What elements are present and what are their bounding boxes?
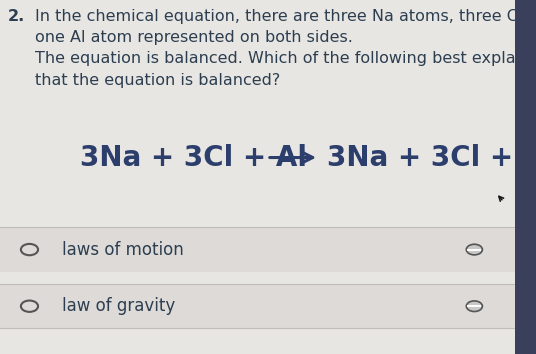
Text: 3Na + 3Cl + Al: 3Na + 3Cl + Al	[327, 143, 536, 172]
Bar	[0, 284, 515, 329]
Bar	[515, 0, 536, 354]
Circle shape	[466, 301, 482, 312]
Text: In the chemical equation, there are three Na atoms, three Cl atoms, and: In the chemical equation, there are thre…	[35, 9, 536, 24]
Text: law of gravity: law of gravity	[62, 297, 175, 315]
Text: one Al atom represented on both sides.: one Al atom represented on both sides.	[35, 30, 353, 45]
Text: The equation is balanced. Which of the following best explains the fact: The equation is balanced. Which of the f…	[35, 51, 536, 66]
Text: laws of motion: laws of motion	[62, 241, 183, 258]
Text: that the equation is balanced?: that the equation is balanced?	[35, 73, 280, 87]
Text: 2.: 2.	[8, 9, 25, 24]
Text: 3Na + 3Cl + Al: 3Na + 3Cl + Al	[80, 143, 308, 172]
Bar	[0, 228, 515, 272]
Circle shape	[466, 244, 482, 255]
